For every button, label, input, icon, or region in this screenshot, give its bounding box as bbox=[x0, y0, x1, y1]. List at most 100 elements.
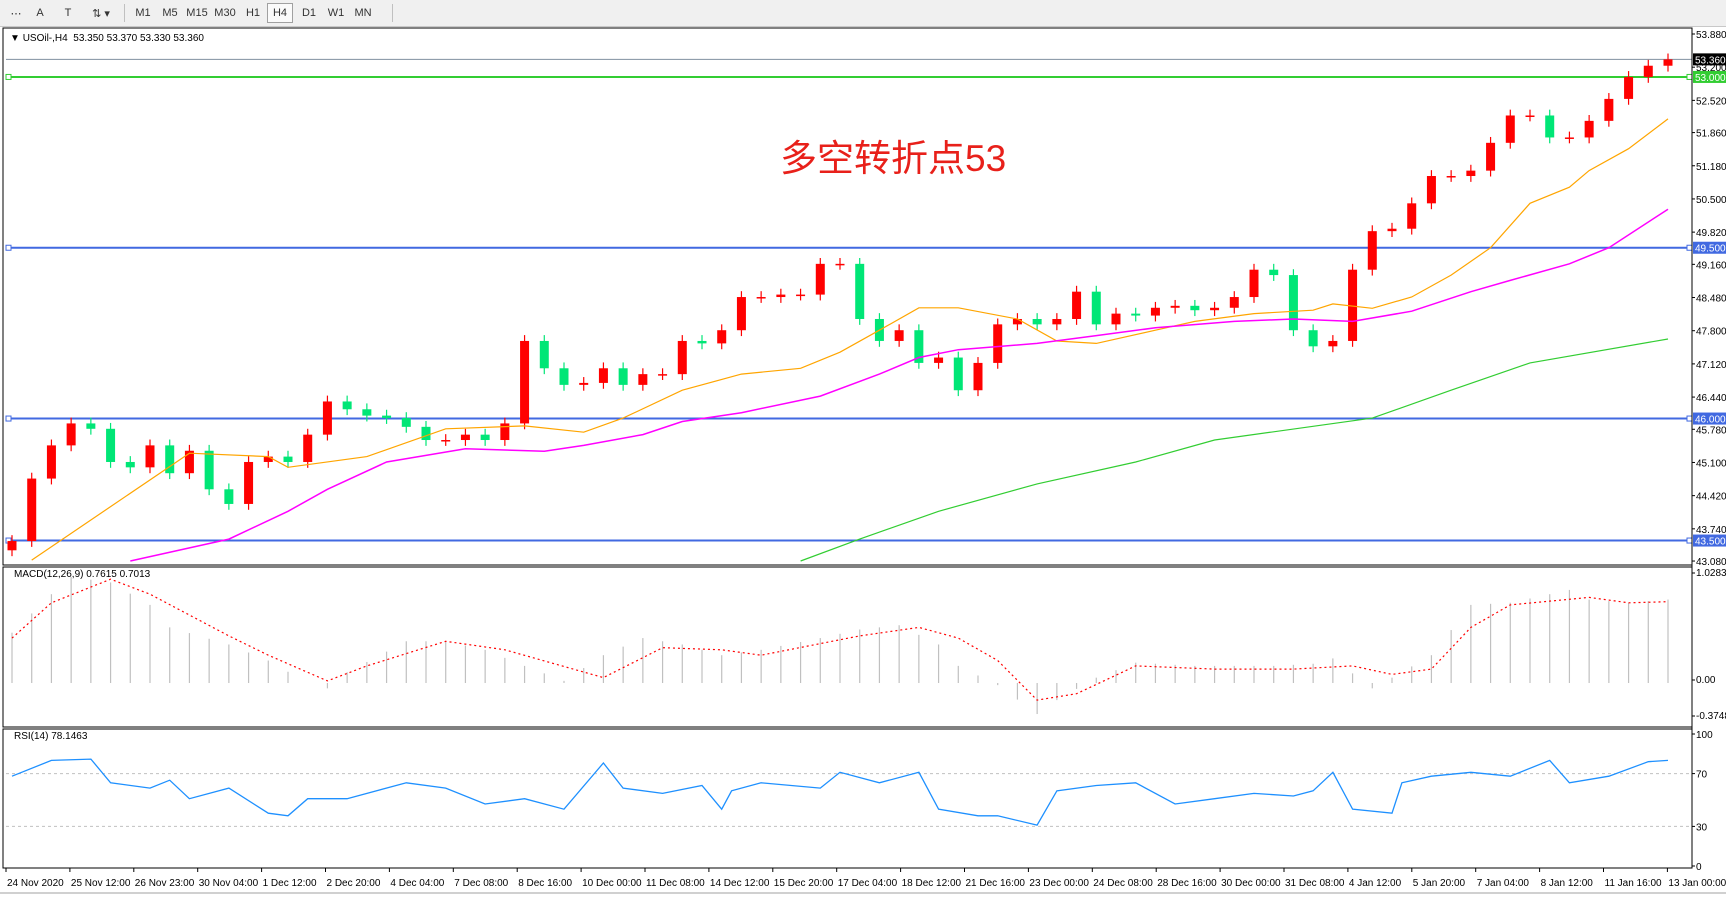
price-tick-label: 47.120 bbox=[1696, 360, 1726, 371]
candle-body-up bbox=[1624, 76, 1634, 99]
timeframe-m15-button[interactable]: M15 bbox=[186, 7, 208, 19]
candle-body-up bbox=[520, 340, 530, 424]
candle bbox=[953, 351, 963, 397]
candle bbox=[993, 318, 1003, 369]
candle-body-up bbox=[145, 445, 155, 468]
candle-body-up bbox=[27, 478, 37, 542]
timeframe-m5-button[interactable]: M5 bbox=[162, 7, 178, 19]
line-handle[interactable] bbox=[1686, 73, 1693, 80]
candle bbox=[1052, 313, 1062, 331]
candle bbox=[500, 417, 510, 446]
price-tick-label: 48.480 bbox=[1696, 294, 1726, 305]
time-axis-label: 4 Dec 04:00 bbox=[390, 878, 444, 889]
candle-body-up bbox=[441, 440, 451, 442]
candle-body-up bbox=[598, 368, 608, 383]
timeframe-h4-button[interactable]: H4 bbox=[267, 3, 293, 23]
fibonacci-fan-icon[interactable]: ⋯ bbox=[10, 7, 22, 20]
candle bbox=[1505, 109, 1515, 149]
candle bbox=[756, 291, 766, 303]
timeframe-mn-button[interactable]: MN bbox=[354, 7, 372, 19]
timeframe-m1-button[interactable]: M1 bbox=[135, 7, 151, 19]
candle bbox=[382, 409, 392, 424]
candle-body-up bbox=[1072, 291, 1082, 319]
price-line-badge bbox=[1693, 412, 1726, 425]
candle bbox=[934, 351, 944, 369]
text-tool-icon[interactable]: A bbox=[36, 7, 44, 19]
time-axis-label: 11 Dec 08:00 bbox=[646, 878, 705, 889]
time-axis-label: 13 Jan 00:00 bbox=[1668, 878, 1726, 889]
time-axis-label: 28 Dec 16:00 bbox=[1157, 878, 1217, 889]
candle-body-up bbox=[934, 357, 944, 363]
candle bbox=[303, 428, 313, 468]
rsi-label: RSI(14) 78.1463 bbox=[14, 731, 88, 742]
arrows-tool-icon[interactable]: ⇅ ▾ bbox=[92, 7, 110, 20]
candle-body-up bbox=[717, 330, 727, 344]
toolbar: ⋯ A T ⇅ ▾ M1 M5 M15 M30 H1 H4 D1 W1 MN bbox=[0, 0, 1726, 27]
candle bbox=[1348, 263, 1358, 347]
timeframe-h1-button[interactable]: H1 bbox=[245, 7, 261, 19]
candle bbox=[1407, 197, 1417, 235]
candle-body-up bbox=[1407, 203, 1417, 229]
candle bbox=[46, 439, 56, 485]
candle bbox=[1288, 269, 1298, 337]
line-handle[interactable] bbox=[1686, 244, 1693, 251]
candle-body-up bbox=[1367, 231, 1377, 270]
price-tick-label: 49.820 bbox=[1696, 228, 1726, 239]
line-handle[interactable] bbox=[5, 415, 12, 422]
price-tick-label: 53.880 bbox=[1696, 30, 1726, 41]
candle-body-down bbox=[618, 368, 628, 385]
candle bbox=[1091, 285, 1101, 331]
collapse-triangle-icon[interactable]: ▼ bbox=[10, 33, 23, 44]
symbol-header[interactable]: ▼ USOil-,H4 53.350 53.370 53.330 53.360 bbox=[10, 33, 204, 44]
time-axis-label: 10 Dec 00:00 bbox=[582, 878, 642, 889]
candle bbox=[1150, 301, 1160, 322]
timeframe-w1-button[interactable]: W1 bbox=[327, 7, 345, 19]
candle-body-down bbox=[125, 461, 135, 468]
candle-body-up bbox=[658, 374, 668, 376]
candle bbox=[1387, 222, 1397, 238]
candle-body-up bbox=[815, 263, 825, 295]
current-price-badge bbox=[1693, 53, 1726, 66]
moving-average-mid-line bbox=[130, 208, 1669, 562]
candle-body-down bbox=[953, 357, 963, 391]
candle bbox=[1624, 71, 1634, 105]
line-handle[interactable] bbox=[1686, 415, 1693, 422]
candle bbox=[224, 483, 234, 510]
timeframe-m30-button[interactable]: M30 bbox=[214, 7, 236, 19]
price-tick-label: 43.080 bbox=[1696, 557, 1726, 568]
candle-body-down bbox=[914, 330, 924, 363]
candle bbox=[717, 324, 727, 350]
candle bbox=[27, 472, 37, 547]
candle bbox=[86, 417, 96, 435]
candle-body-up bbox=[1505, 115, 1515, 143]
price-tick-label: 44.420 bbox=[1696, 492, 1726, 503]
line-handle[interactable] bbox=[5, 244, 12, 251]
text-label-icon[interactable]: T bbox=[64, 7, 72, 19]
rsi-tick-label: 30 bbox=[1696, 822, 1708, 833]
candle bbox=[460, 428, 470, 446]
price-tick-label: 51.180 bbox=[1696, 162, 1726, 173]
ohlc-label: 53.350 53.370 53.330 53.360 bbox=[73, 33, 204, 44]
line-handle[interactable] bbox=[1686, 537, 1693, 544]
candle-body-down bbox=[1091, 291, 1101, 325]
candle bbox=[1032, 313, 1042, 331]
candle bbox=[145, 439, 155, 474]
candle-body-up bbox=[66, 423, 76, 446]
price-tick-label: 47.800 bbox=[1696, 327, 1726, 338]
candle bbox=[658, 368, 668, 380]
candle bbox=[973, 357, 983, 397]
candle bbox=[1643, 59, 1653, 83]
candle-body-up bbox=[244, 461, 254, 504]
candle-body-down bbox=[283, 456, 293, 462]
candle bbox=[1269, 263, 1279, 281]
candle-body-down bbox=[1308, 330, 1318, 347]
candle-body-up bbox=[638, 374, 648, 385]
timeframe-d1-button[interactable]: D1 bbox=[301, 7, 317, 19]
chart-annotation-text[interactable]: 多空转折点53 bbox=[780, 138, 1007, 179]
candle bbox=[165, 439, 175, 480]
line-handle[interactable] bbox=[5, 73, 12, 80]
candle bbox=[322, 395, 332, 441]
candle bbox=[1111, 307, 1121, 331]
time-axis-label: 30 Dec 00:00 bbox=[1221, 878, 1281, 889]
candle-body-up bbox=[1348, 269, 1358, 341]
